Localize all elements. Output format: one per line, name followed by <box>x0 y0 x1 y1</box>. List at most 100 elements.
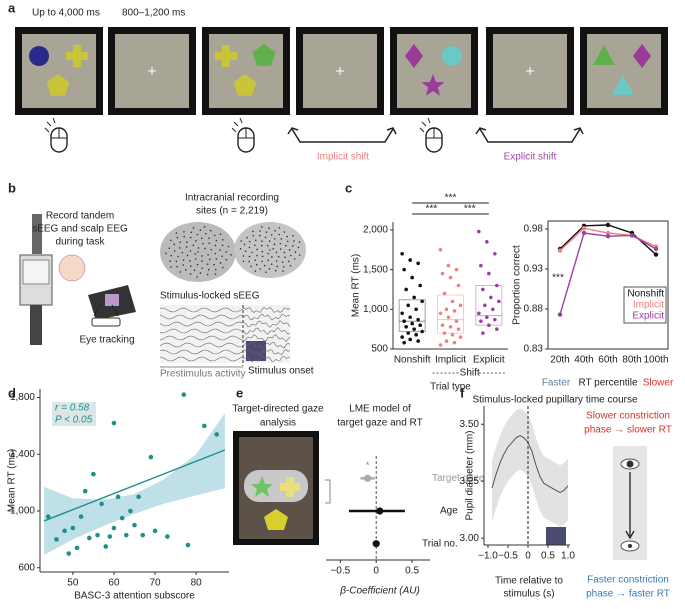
electrode <box>289 264 292 267</box>
point <box>123 532 129 538</box>
electrode <box>176 265 178 268</box>
electrode <box>194 253 196 255</box>
electrode <box>219 233 222 235</box>
electrode <box>196 263 199 266</box>
eeg-trace <box>159 348 291 356</box>
electrode <box>259 268 262 270</box>
electrode <box>268 267 271 270</box>
pupil <box>628 544 632 548</box>
gaze-label: analysis <box>260 418 296 429</box>
shape <box>233 74 257 96</box>
electrode <box>201 267 204 269</box>
electrode <box>207 253 209 256</box>
click-ray <box>44 127 50 133</box>
shape <box>405 44 423 68</box>
electrode <box>270 234 273 236</box>
electrode <box>221 255 223 258</box>
point <box>416 339 420 343</box>
electrode <box>252 234 255 237</box>
point <box>111 420 117 426</box>
laptop-screen <box>105 294 119 306</box>
point <box>477 229 481 234</box>
point <box>450 332 455 337</box>
point <box>438 311 443 316</box>
x-tick-label: 80 <box>191 578 203 589</box>
electrode <box>186 254 189 257</box>
box <box>398 299 426 333</box>
electrode <box>190 231 192 234</box>
x-tick-label: 80th <box>622 355 641 366</box>
mouse-icon <box>44 117 68 153</box>
shape <box>215 45 237 67</box>
electrode <box>261 260 263 263</box>
point <box>414 332 418 337</box>
electrode <box>283 231 286 233</box>
annotation-box <box>52 402 96 426</box>
electrode <box>243 243 246 246</box>
shape <box>633 44 651 68</box>
point <box>438 343 443 347</box>
legend-label: Nonshift <box>627 289 664 300</box>
trial-screen <box>202 27 290 115</box>
y-tick-label: 0.88 <box>524 304 544 315</box>
screen-inner <box>209 34 283 108</box>
shift-label: Implicit shift <box>317 152 369 163</box>
point <box>493 251 497 256</box>
box <box>437 294 464 334</box>
box <box>475 285 503 326</box>
annotation: *** <box>552 273 564 284</box>
x-tick-label: 40th <box>574 355 593 366</box>
click-ray <box>231 127 237 133</box>
bracket <box>325 479 331 504</box>
point <box>448 275 453 280</box>
point <box>400 311 404 316</box>
x-tick-label: −0.5 <box>330 566 350 577</box>
click-ray <box>421 121 427 127</box>
point <box>107 534 113 539</box>
gaze-line <box>93 304 101 317</box>
electrode <box>251 251 253 254</box>
row-label: Target gaze <box>432 473 485 484</box>
electrode <box>225 251 227 253</box>
record-label: during task <box>56 237 106 248</box>
electrode <box>275 251 278 254</box>
electrode <box>260 244 263 247</box>
electrode <box>298 254 301 256</box>
trial-screen <box>15 27 103 115</box>
sites-label: Intracranial recording <box>185 193 279 204</box>
electrode <box>181 251 184 254</box>
shape <box>442 46 462 66</box>
electrode <box>190 265 192 267</box>
electrode <box>189 250 192 252</box>
sig-label: *** <box>425 204 437 215</box>
arrowhead <box>625 530 635 540</box>
electrode <box>208 258 211 261</box>
point <box>418 283 422 288</box>
electrode <box>192 227 195 229</box>
chart-title: target gaze and RT <box>337 418 422 429</box>
y-tick-label: 1,000 <box>363 304 388 315</box>
chart-title: Stimulus-locked pupillary time course <box>472 395 638 406</box>
panel-label: a <box>8 0 16 15</box>
arrow <box>291 128 394 143</box>
trial-screen <box>486 27 574 115</box>
point <box>629 233 635 238</box>
electrode <box>248 260 250 263</box>
electrode <box>292 235 294 237</box>
point <box>481 331 485 335</box>
point <box>489 295 493 300</box>
shift-arrows <box>287 127 584 143</box>
electrode <box>278 227 281 229</box>
electrode <box>185 246 188 248</box>
estimate <box>364 474 372 482</box>
point <box>82 488 88 494</box>
electrode <box>248 255 251 258</box>
shape <box>66 45 88 67</box>
electrode <box>179 271 182 273</box>
point <box>408 337 412 342</box>
electrode <box>213 234 216 237</box>
electrode <box>286 240 289 243</box>
electrode <box>269 249 271 251</box>
point <box>66 551 72 556</box>
annotation: * <box>366 461 370 472</box>
